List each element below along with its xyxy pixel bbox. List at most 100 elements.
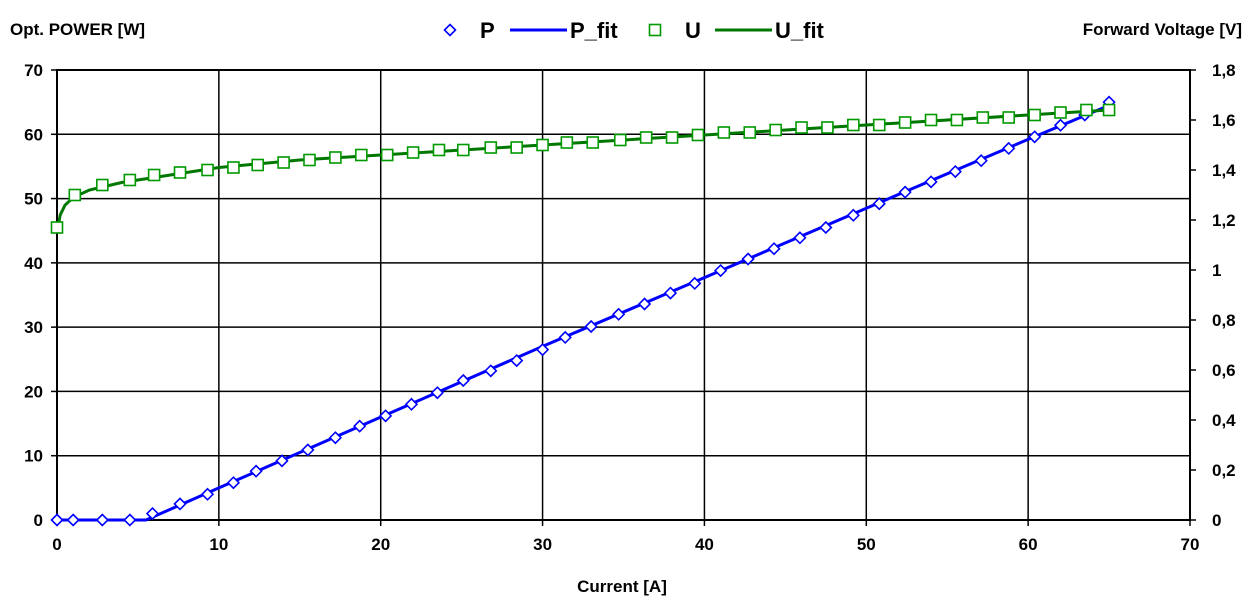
data-point-p	[1027, 130, 1042, 144]
data-point-u	[665, 131, 679, 144]
x-tick-label: 10	[209, 535, 228, 554]
data-point-u	[1054, 106, 1067, 119]
data-point-p	[510, 353, 524, 368]
data-point-u	[456, 143, 470, 157]
x-axis-title: Current [A]	[577, 577, 667, 596]
grid	[57, 70, 1190, 520]
x-tick-label: 50	[857, 535, 876, 554]
data-point-u	[277, 156, 290, 169]
x-tick-label: 0	[52, 535, 61, 554]
data-point-u	[1002, 111, 1016, 124]
data-point-u	[303, 153, 316, 167]
data-point-p	[584, 319, 598, 334]
data-point-p	[249, 464, 263, 478]
x-tick-label: 40	[695, 535, 714, 554]
x-tick-label: 30	[533, 535, 552, 554]
y2-tick-label: 0,6	[1212, 361, 1236, 380]
data-point-p	[924, 175, 938, 189]
y-tick-label: 10	[24, 447, 43, 466]
data-point-u	[1102, 103, 1116, 117]
data-point-u	[329, 151, 342, 164]
data-point-u	[432, 143, 446, 157]
series-group	[50, 95, 1116, 527]
data-point-p	[793, 231, 807, 245]
data-point-u	[536, 138, 549, 152]
y-tick-label: 30	[24, 318, 43, 337]
data-point-p	[872, 197, 886, 211]
data-point-p	[767, 242, 781, 256]
y2-tick-label: 1,2	[1212, 211, 1236, 230]
legend-label-p: P	[480, 18, 495, 43]
data-point-p	[66, 513, 80, 527]
y-tick-label: 40	[24, 254, 43, 273]
data-point-p	[353, 419, 367, 433]
data-point-u	[68, 188, 82, 202]
data-point-u	[484, 141, 498, 154]
legend-item-p-fit: P_fit	[510, 18, 618, 43]
data-point-u	[639, 131, 653, 144]
data-point-u	[380, 148, 394, 162]
data-point-p	[1002, 141, 1016, 156]
data-point-p	[328, 431, 343, 445]
data-point-u	[1080, 103, 1093, 117]
data-point-u	[586, 136, 600, 149]
y2-tick-label: 1	[1212, 261, 1221, 280]
data-point-p	[200, 487, 215, 501]
data-point-p	[378, 409, 393, 423]
y-tick-label: 20	[24, 382, 43, 401]
data-point-u	[717, 126, 731, 139]
data-point-p	[819, 220, 833, 235]
data-point-p	[173, 497, 187, 511]
data-point-u	[251, 158, 265, 172]
y2-tick-label: 1,8	[1212, 61, 1236, 80]
data-point-u	[201, 163, 214, 177]
axis-ticks: 0 10 20 30 40 50 60 70 0 10 20 30 40 50 60 70 0 0,2 0,4 0,6…	[24, 61, 1236, 554]
data-point-u	[795, 121, 808, 134]
data-point-u	[173, 166, 187, 179]
data-point-u	[1028, 108, 1041, 122]
data-point-p	[535, 343, 550, 357]
data-point-u	[976, 111, 990, 124]
plot-area-border	[56, 69, 1191, 521]
data-point-u	[821, 121, 834, 134]
data-point-u	[898, 116, 912, 129]
y-tick-label: 0	[34, 511, 43, 530]
data-point-u	[50, 221, 64, 234]
data-point-u	[691, 128, 705, 142]
data-point-u	[354, 148, 368, 162]
data-point-u	[96, 178, 109, 192]
data-point-u	[847, 118, 860, 132]
data-point-p	[145, 506, 160, 521]
legend-label-u-fit: U_fit	[775, 18, 825, 43]
data-point-p	[558, 330, 572, 345]
series-line-u-fit	[55, 108, 1110, 233]
data-point-u	[950, 113, 964, 127]
legend: P P_fit U U_fit	[443, 18, 825, 43]
legend-marker-p	[443, 23, 457, 37]
x-tick-label: 60	[1019, 535, 1038, 554]
y-axis-title: Opt. POWER [W]	[10, 20, 145, 39]
data-point-p	[948, 164, 962, 179]
data-point-p	[275, 454, 289, 468]
legend-label-u: U	[685, 18, 701, 43]
data-point-p	[226, 476, 241, 490]
data-point-p	[741, 252, 755, 266]
legend-label-p-fit: P_fit	[570, 18, 618, 43]
data-point-u	[510, 141, 523, 154]
data-point-u	[406, 146, 420, 159]
data-point-p	[612, 307, 626, 321]
y2-tick-label: 1,6	[1212, 111, 1236, 130]
data-point-p	[1053, 118, 1068, 132]
data-point-p	[95, 513, 109, 527]
data-point-p	[456, 373, 470, 388]
data-point-p	[301, 443, 315, 457]
data-point-p	[637, 297, 652, 311]
data-point-p	[663, 286, 678, 300]
data-point-u	[613, 133, 627, 147]
legend-item-p: P	[443, 18, 495, 43]
data-point-u	[769, 123, 782, 137]
data-point-p	[713, 263, 728, 278]
data-point-u	[227, 161, 240, 174]
